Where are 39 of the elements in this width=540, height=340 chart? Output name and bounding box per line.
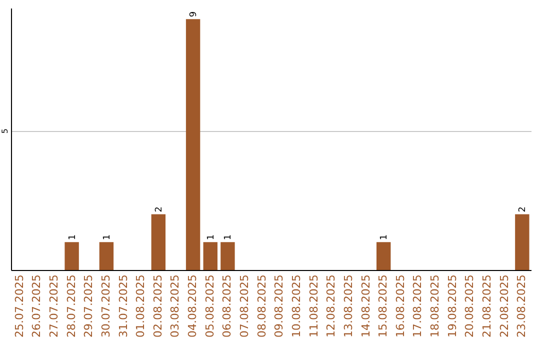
x-tick-label: 21.08.2025 (480, 274, 494, 338)
text: 2 (518, 206, 528, 212)
x-tick-label: 13.08.2025 (342, 274, 355, 338)
x-tick-label: 30.07.2025 (99, 274, 112, 338)
x-tick-label: 11.08.2025 (307, 274, 320, 338)
x-tick-label: 03.08.2025 (168, 274, 182, 338)
x-tick-label: 26.07.2025 (30, 274, 44, 338)
y-tick-label: 5 (0, 128, 10, 134)
x-tick-label: 09.08.2025 (272, 274, 286, 338)
x-tick-label: 23.08.2025 (515, 274, 528, 338)
text: 1 (68, 234, 78, 240)
x-tick-label: 20.08.2025 (463, 274, 476, 338)
x-tick-label: 01.08.2025 (134, 274, 148, 338)
x-tick-label: 15.08.2025 (376, 274, 390, 338)
x-tick-label: 16.08.2025 (394, 274, 407, 338)
text: 1 (224, 234, 234, 240)
x-tick-label: 27.07.2025 (47, 274, 60, 338)
x-tick-label: 17.08.2025 (411, 274, 424, 338)
x-tick-label: 07.08.2025 (238, 274, 252, 338)
x-tick-label: 10.08.2025 (290, 274, 303, 338)
x-tick-label: 06.08.2025 (220, 274, 234, 338)
x-tick-label: 14.08.2025 (359, 274, 372, 338)
x-tick-label: 08.08.2025 (255, 274, 268, 338)
text: 2 (154, 206, 164, 212)
x-tick-label: 25.07.2025 (12, 274, 26, 338)
text: 1 (206, 234, 216, 240)
text: 1 (102, 234, 112, 240)
x-tick-label: 31.07.2025 (116, 274, 130, 338)
x-tick-label: 04.08.2025 (186, 274, 200, 338)
text: 9 (189, 11, 200, 18)
text: 1 (380, 234, 390, 240)
x-tick-label: 05.08.2025 (203, 274, 216, 338)
x-tick-label: 12.08.2025 (324, 274, 338, 338)
x-tick-label: 28.07.2025 (64, 274, 78, 338)
x-tick-label: 18.08.2025 (428, 274, 442, 338)
x-tick-label: 22.08.2025 (498, 274, 511, 338)
x-tick-label: 02.08.2025 (151, 274, 164, 338)
x-tick-label: 29.07.2025 (82, 274, 96, 338)
x-tick-label: 19.08.2025 (446, 274, 459, 338)
